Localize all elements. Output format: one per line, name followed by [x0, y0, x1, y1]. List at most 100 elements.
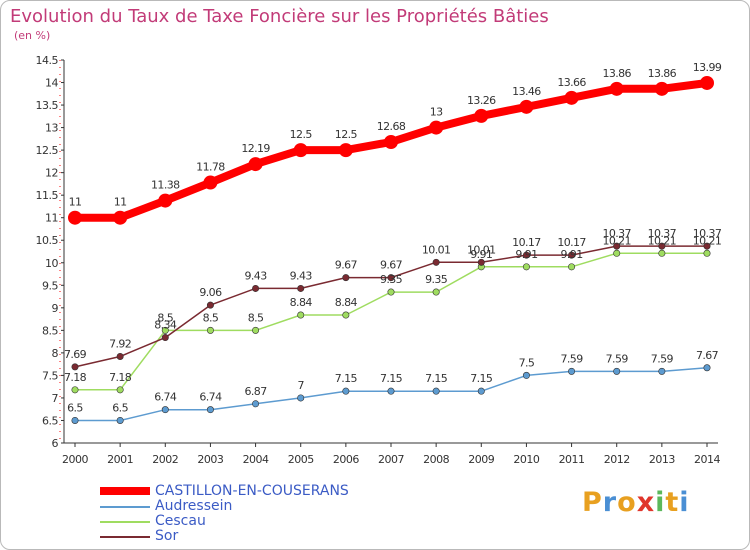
- data-point-cescau: [71, 386, 79, 394]
- data-label-castillon-en-couserans: 12.5: [335, 128, 358, 141]
- data-label-cescau: 9.35: [425, 273, 448, 286]
- legend-label-audressein: Audressein: [155, 498, 233, 514]
- x-tick-label: 2007: [378, 453, 404, 466]
- legend-swatch-sor: [100, 536, 150, 538]
- y-tick-label: 14: [45, 77, 58, 90]
- data-point-castillon-en-couserans: [700, 75, 714, 90]
- y-tick-label: 13: [45, 122, 58, 135]
- data-point-audressein: [568, 367, 576, 375]
- data-point-castillon-en-couserans: [248, 157, 263, 172]
- legend-label-castillon: CASTILLON-EN-COUSERANS: [155, 483, 349, 499]
- x-tick-label: 2014: [694, 453, 720, 466]
- logo-letter: P: [582, 487, 603, 518]
- chart-axes: 6 6.5 7 7.5 8 8.5 9 9.5 10 10.5 11 11.5 12 12.5 13 13.5…: [36, 54, 721, 466]
- data-point-castillon-en-couserans: [654, 81, 669, 96]
- data-point-audressein: [522, 371, 530, 379]
- data-point-sor: [568, 251, 576, 259]
- data-label-cescau: 10.21: [602, 234, 631, 247]
- data-point-castillon-en-couserans: [429, 120, 444, 135]
- data-label-castillon-en-couserans: 11.78: [196, 161, 225, 174]
- data-label-cescau: 8.5: [157, 311, 173, 324]
- data-point-audressein: [161, 406, 169, 414]
- data-label-audressein: 7.59: [651, 352, 674, 365]
- y-tick-label: 12.5: [36, 144, 59, 157]
- data-label-sor: 10.17: [557, 236, 586, 249]
- x-tick-label: 2002: [152, 453, 178, 466]
- data-point-cescau: [342, 311, 350, 319]
- data-point-cescau: [703, 249, 711, 257]
- data-point-castillon-en-couserans: [564, 90, 579, 105]
- data-label-audressein: 7.67: [696, 349, 719, 362]
- legend-swatch-cescau: [100, 521, 150, 523]
- data-point-cescau: [658, 249, 666, 257]
- logo-letter: i: [679, 487, 690, 518]
- data-point-audressein: [387, 387, 395, 395]
- data-label-audressein: 6.74: [199, 391, 222, 404]
- data-label-sor: 9.67: [335, 259, 358, 272]
- data-label-sor: 10.37: [648, 227, 677, 240]
- data-label-audressein: 7: [298, 379, 305, 392]
- y-tick-label: 6: [52, 437, 59, 450]
- data-label-sor: 9.67: [380, 259, 403, 272]
- y-tick-label: 7: [52, 392, 59, 405]
- data-label-sor: 10.37: [693, 227, 722, 240]
- data-label-sor: 8.34: [154, 319, 177, 332]
- data-point-sor: [71, 363, 79, 371]
- data-label-cescau: 8.84: [335, 296, 358, 309]
- x-tick-label: 2000: [62, 453, 88, 466]
- y-tick-label: 8.5: [42, 324, 58, 337]
- data-label-sor: 10.01: [467, 243, 496, 256]
- data-point-sor: [161, 334, 169, 342]
- logo-letter: x: [636, 487, 656, 518]
- data-point-castillon-en-couserans: [474, 108, 489, 123]
- data-label-audressein: 6.5: [67, 401, 83, 414]
- x-tick-label: 2001: [107, 453, 133, 466]
- data-point-sor: [116, 352, 124, 360]
- data-label-audressein: 7.15: [425, 372, 448, 385]
- data-label-castillon-en-couserans: 12.19: [241, 142, 270, 155]
- data-point-sor: [432, 258, 440, 266]
- data-point-cescau: [613, 249, 621, 257]
- proxiti-logo: Proxiti: [582, 487, 690, 518]
- data-label-cescau: 8.5: [248, 311, 264, 324]
- data-point-cescau: [161, 326, 169, 334]
- chart-title: Evolution du Taux de Taxe Foncière sur l…: [10, 6, 549, 27]
- data-point-audressein: [116, 416, 124, 424]
- data-label-sor: 10.37: [602, 227, 631, 240]
- data-label-castillon-en-couserans: 13.46: [512, 85, 541, 98]
- data-point-sor: [342, 274, 350, 282]
- data-point-castillon-en-couserans: [384, 135, 398, 150]
- data-label-audressein: 7.15: [335, 372, 358, 385]
- data-label-sor: 10.17: [512, 236, 541, 249]
- data-label-audressein: 6.74: [154, 391, 177, 404]
- data-label-sor: 10.01: [422, 243, 451, 256]
- y-tick-label: 6.5: [42, 414, 58, 427]
- data-label-sor: 9.06: [199, 286, 222, 299]
- data-label-castillon-en-couserans: 11: [114, 196, 127, 209]
- y-tick-label: 12: [45, 167, 58, 180]
- data-label-sor: 9.43: [290, 269, 313, 282]
- data-point-castillon-en-couserans: [293, 143, 308, 158]
- legend-label-sor: Sor: [155, 528, 179, 544]
- data-point-castillon-en-couserans: [68, 210, 82, 225]
- data-point-audressein: [342, 387, 350, 395]
- data-point-cescau: [116, 386, 124, 394]
- data-point-castillon-en-couserans: [203, 175, 218, 190]
- x-tick-label: 2005: [288, 453, 314, 466]
- logo-letter: i: [655, 487, 666, 518]
- y-tick-label: 7.5: [42, 369, 58, 382]
- data-point-sor: [297, 284, 305, 292]
- data-point-cescau: [387, 288, 395, 296]
- logo-letter: t: [665, 487, 680, 518]
- data-label-cescau: 9.91: [470, 248, 492, 261]
- legend-label-cescau: Cescau: [155, 513, 206, 529]
- y-tick-label: 9.5: [42, 279, 58, 292]
- logo-letter: o: [617, 487, 637, 518]
- data-label-sor: 7.92: [109, 337, 131, 350]
- data-label-castillon-en-couserans: 11.38: [151, 179, 180, 192]
- data-label-cescau: 8.5: [203, 311, 219, 324]
- x-tick-label: 2010: [513, 453, 539, 466]
- data-label-castillon-en-couserans: 11: [69, 196, 82, 209]
- data-point-castillon-en-couserans: [338, 143, 353, 158]
- data-point-cescau: [206, 326, 214, 334]
